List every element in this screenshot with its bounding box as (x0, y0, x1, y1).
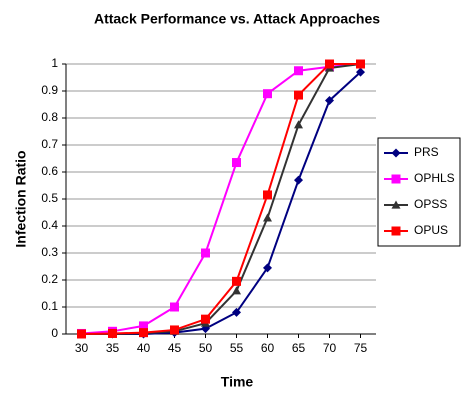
y-tick-label: 0.1 (41, 299, 58, 313)
legend-label: OPSS (414, 197, 447, 211)
series-line (81, 63, 361, 335)
y-tick-label: 0.6 (41, 164, 58, 178)
data-point (170, 325, 179, 335)
x-tick-label: 75 (354, 341, 368, 355)
x-tick-label: 35 (106, 341, 120, 355)
x-tick-label: 30 (75, 341, 89, 355)
data-point (77, 329, 86, 339)
data-point (294, 175, 303, 185)
data-point (325, 59, 334, 69)
data-point (263, 213, 272, 222)
x-tick-label: 55 (230, 341, 244, 355)
x-tick-label: 45 (168, 341, 182, 355)
legend-label: OPHLS (414, 171, 455, 185)
data-point (232, 158, 241, 168)
data-point (170, 302, 179, 312)
data-point (263, 89, 272, 99)
data-point (139, 321, 148, 331)
legend-marker (391, 148, 401, 158)
data-point (232, 307, 241, 317)
y-tick-label: 0.8 (41, 110, 58, 124)
data-point (263, 190, 272, 200)
data-point (108, 328, 117, 338)
legend-marker (391, 174, 401, 184)
chart-title: Attack Performance vs. Attack Approaches (94, 11, 380, 27)
y-tick-label: 0.9 (41, 83, 58, 97)
y-tick-label: 0.2 (41, 272, 58, 286)
x-tick-label: 40 (137, 341, 151, 355)
legend-label: OPUS (414, 223, 448, 237)
data-point (232, 276, 241, 286)
series-line (81, 63, 361, 335)
x-tick-label: 70 (323, 341, 337, 355)
y-tick-label: 0 (51, 326, 58, 340)
data-point (232, 286, 241, 295)
x-tick-label: 50 (199, 341, 213, 355)
data-point (294, 120, 303, 129)
data-point (356, 59, 365, 69)
series-line (81, 71, 362, 335)
legend-label: PRS (414, 145, 439, 159)
data-point (139, 328, 148, 338)
x-axis-label: Time (221, 374, 254, 390)
data-point (325, 95, 334, 105)
legend-marker (391, 226, 401, 236)
legend-marker (391, 200, 401, 209)
data-point (294, 90, 303, 100)
y-tick-label: 0.4 (41, 218, 58, 232)
x-tick-label: 65 (292, 341, 306, 355)
data-point (263, 263, 272, 273)
data-point (201, 248, 210, 258)
data-point (201, 314, 210, 324)
y-tick-label: 0.5 (41, 191, 58, 205)
x-tick-label: 60 (261, 341, 275, 355)
y-tick-label: 1 (51, 56, 58, 70)
data-point (356, 67, 365, 77)
data-point (294, 66, 303, 76)
y-tick-label: 0.3 (41, 245, 58, 259)
y-tick-label: 0.7 (41, 137, 58, 151)
y-axis-label: Infection Ratio (13, 150, 29, 247)
